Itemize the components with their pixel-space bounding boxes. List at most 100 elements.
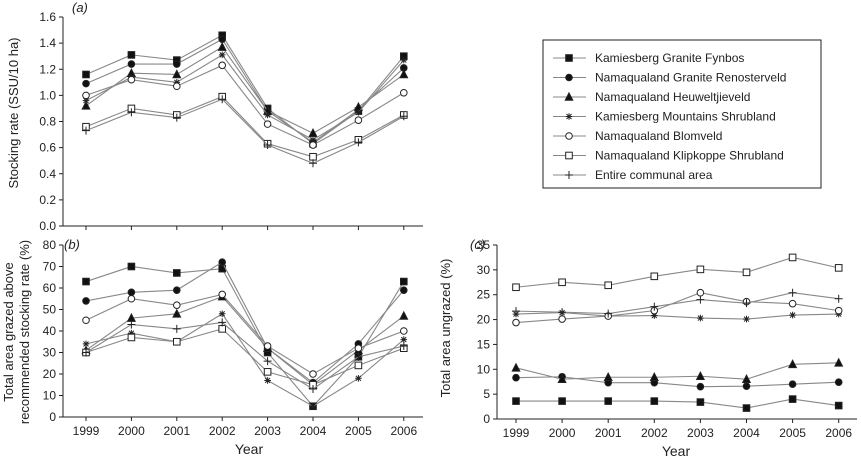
panel-b-y-tick-label: 20 [43,367,57,381]
panel-a-point-namaqualand-blomveld [173,82,181,91]
panel-a-point-namaqualand-heuweltjieveld [81,100,91,110]
panel-a-point-kamiesberg-mountains-shrubland [400,56,408,64]
panel-a-line-kamiesberg-mountains-shrubland [85,54,405,141]
panel-b-line-entire-communal-area [85,321,404,390]
panel-a-line-namaqualand-klipkoppe-shrubland [85,96,405,158]
panel-c-line-namaqualand-granite-renosterveld [515,376,839,388]
legend-entry-kamiesberg-granite-fynbos: Kamiesberg Granite Fynbos [553,51,744,65]
panel-c-line-kamiesberg-granite-fynbos [516,398,839,409]
panel-c-point-kamiesberg-mountains-shrubland [743,315,750,323]
panel-a-series-entire-communal-area [82,95,408,168]
panel-a-point-namaqualand-granite-renosterveld [82,79,90,88]
panel-a-point-namaqualand-blomveld [82,91,90,100]
panel-b-point-kamiesberg-mountains-shrubland [355,375,362,382]
panel-c-x-tick-label: 2000 [549,426,576,440]
panel-b-point-kamiesberg-granite-fynbos [400,277,408,286]
panel-b-point-kamiesberg-mountains-shrubland [218,310,226,318]
panel-b-point-namaqualand-granite-renosterveld [82,297,90,305]
panel-c-x-tick-label: 2004 [733,426,760,440]
legend-entry-namaqualand-heuweltjieveld: Namaqualand Heuweltjieveld [553,90,750,104]
panel-c-line-namaqualand-blomveld [515,292,839,324]
panel-c-point-namaqualand-klipkoppe-shrubland [834,264,843,272]
panel-c-point-namaqualand-klipkoppe-shrubland [512,283,520,292]
panel-a-point-namaqualand-heuweltjieveld [308,128,318,138]
panel-c-point-namaqualand-blomveld [558,315,566,323]
panel-b-point-namaqualand-granite-renosterveld [400,286,408,294]
panel-b-series-namaqualand-blomveld [82,290,408,378]
panel-b-x-tick-label: 2003 [254,424,281,438]
panel-b-x-tick-label: 2006 [390,424,417,438]
legend-box [542,39,822,189]
panel-b-point-entire-communal-area [263,357,272,366]
panel-a-point-namaqualand-klipkoppe-shrubland [309,152,317,161]
panel-a-point-entire-communal-area [263,141,272,150]
panel-c-point-entire-communal-area [650,302,659,311]
panel-b-x-tick-label: 2002 [209,424,236,438]
panel-b-point-namaqualand-blomveld [127,294,136,303]
panel-c-point-namaqualand-heuweltjieveld [741,374,752,384]
panel-b-point-namaqualand-klipkoppe-shrubland [263,368,272,376]
panel-c-point-namaqualand-granite-renosterveld [742,382,751,390]
panel-c-point-namaqualand-blomveld [788,299,797,308]
panel-c-point-namaqualand-klipkoppe-shrubland [650,272,659,281]
panel-b-line-namaqualand-blomveld [85,293,404,375]
panel-c-point-namaqualand-heuweltjieveld [695,371,706,381]
legend-entry-namaqualand-blomveld: Namaqualand Blomveld [553,129,722,143]
panel-c-y-tick-label: 35 [477,238,491,252]
panel-c-y-tick-label: 25 [477,288,491,302]
panel-a-axes: 0.0 0.2 0.4 0.6 0.8 1.0 1.2 1.4 1.6 [39,10,423,233]
panel-a-y-tick-label: 1.0 [39,88,56,102]
legend-label: Namaqualand Blomveld [595,129,722,143]
panel-a-point-kamiesberg-mountains-shrubland [355,109,362,116]
panel-b-point-namaqualand-blomveld [218,290,226,299]
panel-b-x-tick-label: 2004 [300,424,327,438]
panel-c-point-namaqualand-blomveld [696,288,705,297]
panel-b-point-namaqualand-blomveld [354,344,363,353]
panel-c-point-namaqualand-granite-renosterveld [834,378,843,387]
panel-c-point-namaqualand-blomveld [512,318,520,327]
panel-b-series-kamiesberg-mountains-shrubland [82,310,408,410]
panel-c-series-namaqualand-blomveld [512,288,843,327]
panel-a-point-entire-communal-area [82,126,90,135]
panel-c-point-kamiesberg-granite-fynbos [742,404,751,412]
panel-a-series-namaqualand-blomveld [82,61,408,149]
panel-b-point-kamiesberg-granite-fynbos [82,277,90,286]
panel-c-point-namaqualand-heuweltjieveld [787,359,798,369]
panel-b-x-tick-label: 1999 [73,424,100,438]
panel-a-point-namaqualand-blomveld [218,61,226,70]
panel-b-axes: 0 10 20 30 40 50 60 70 80 1999 2000 2001 2002 2003 200… [43,238,423,438]
panel-a-point-entire-communal-area [399,112,408,121]
panel-c-x-tick-label: 2006 [825,426,852,440]
panel-b-point-kamiesberg-granite-fynbos [173,269,181,277]
panel-c-series-namaqualand-heuweltjieveld [511,357,844,384]
panel-b-y-tick-label: 30 [43,346,57,360]
panel-a-point-entire-communal-area [309,159,317,168]
panel-c-line-namaqualand-klipkoppe-shrubland [515,256,839,288]
legend-entry-entire-communal-area: Entire communal area [553,168,713,182]
panel-b-point-entire-communal-area [218,318,227,327]
panel-b-line-namaqualand-granite-renosterveld [85,261,405,384]
panel-c-point-entire-communal-area [742,299,751,308]
panel-c-point-namaqualand-klipkoppe-shrubland [696,265,705,274]
panel-a-point-namaqualand-granite-renosterveld [173,60,181,68]
panel-a-point-namaqualand-heuweltjieveld [399,69,409,79]
legend-marker-namaqualand-granite-renosterveld [565,73,573,82]
panel-b-point-namaqualand-blomveld [263,342,272,350]
panel-a-stocking-rate-chart: 0.0 0.2 0.4 0.6 0.8 1.0 1.2 1.4 1.6 (a) Stocking… [6,0,423,233]
panel-a-point-namaqualand-heuweltjieveld [172,69,182,79]
panel-c-point-namaqualand-klipkoppe-shrubland [604,281,613,290]
panel-c-point-kamiesberg-granite-fynbos [512,397,520,405]
legend-label: Entire communal area [595,168,713,182]
panel-c-series-group [511,253,844,412]
panel-a-y-tick-label: 0.2 [39,193,56,207]
panel-b-point-namaqualand-granite-renosterveld [173,286,181,294]
legend-marker-kamiesberg-granite-fynbos [565,54,573,62]
panel-c-point-namaqualand-heuweltjieveld [834,357,844,367]
panel-a-point-namaqualand-blomveld [263,120,272,128]
panel-c-point-kamiesberg-granite-fynbos [558,397,566,405]
panel-c-point-namaqualand-heuweltjieveld [557,374,567,384]
panel-a-y-tick-label: 0.4 [39,167,56,181]
panel-a-point-kamiesberg-granite-fynbos [82,70,90,79]
panel-a-label: (a) [72,0,88,15]
legend-label: Namaqualand Heuweltjieveld [595,90,750,104]
